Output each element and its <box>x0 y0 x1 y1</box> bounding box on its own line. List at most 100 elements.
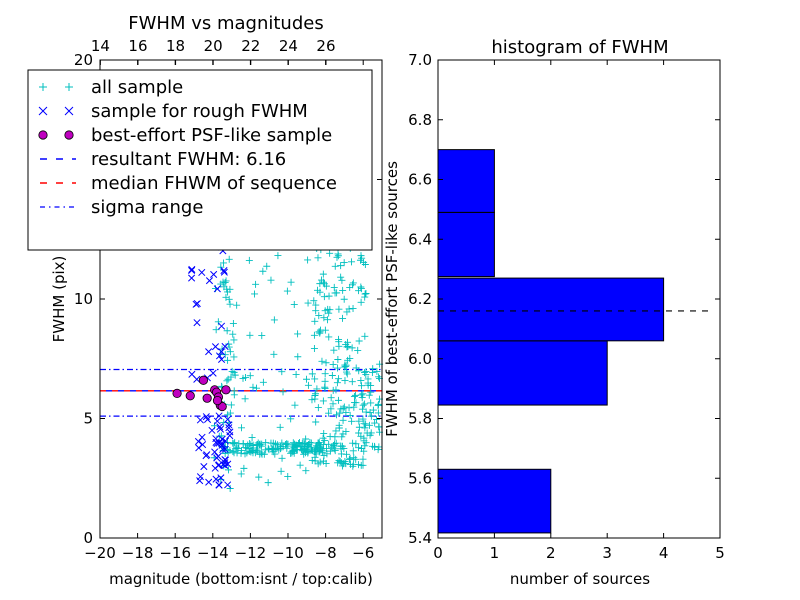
all-sample-point <box>375 373 383 381</box>
all-sample-point <box>214 318 222 326</box>
all-sample-point <box>334 250 342 258</box>
all-sample-point <box>225 340 233 348</box>
rough-sample-point <box>208 426 216 434</box>
legend-entries: all sample sample for rough FWHM best-effo… <box>38 77 337 218</box>
rough-sample-point <box>221 445 229 453</box>
legend-label: sigma range <box>91 197 203 218</box>
all-sample-point <box>230 353 238 361</box>
all-sample-point <box>303 375 311 383</box>
legend-label: sample for rough FWHM <box>91 101 308 122</box>
all-sample-point <box>328 443 336 451</box>
all-sample-point <box>356 256 364 264</box>
all-sample-point <box>212 326 220 334</box>
all-sample-point <box>333 379 341 387</box>
right-y-tick-label: 6.2 <box>408 290 432 308</box>
all-sample-point <box>226 485 234 493</box>
left-x-tick-label: −8 <box>315 544 337 562</box>
all-sample-point <box>224 466 232 474</box>
all-sample-point <box>337 262 345 270</box>
all-sample-point <box>331 262 339 270</box>
all-sample-point <box>274 441 282 449</box>
all-sample-point <box>287 278 295 286</box>
all-sample-point <box>327 394 335 402</box>
all-sample-point <box>334 356 342 364</box>
all-sample-point <box>252 280 260 288</box>
all-sample-point <box>310 345 318 353</box>
all-sample-point <box>343 368 351 376</box>
right-x-axis-label: number of sources <box>510 570 650 588</box>
left-x-tick-label: −6 <box>352 544 374 562</box>
left-top-tick-label: 22 <box>241 37 260 55</box>
rough-sample-point <box>217 322 226 330</box>
rough-sample-point <box>211 448 219 456</box>
rough-sample-point <box>220 266 228 275</box>
all-sample-point <box>335 457 343 465</box>
all-sample-point <box>349 447 357 455</box>
all-sample-point <box>314 404 322 412</box>
all-sample-point <box>230 391 238 399</box>
rough-sample-point <box>193 375 201 383</box>
all-sample-point <box>357 461 365 469</box>
rough-sample-point <box>221 342 229 350</box>
left-top-ticks: 14 16 18 20 22 24 26 <box>91 37 336 65</box>
all-sample-point <box>362 408 370 416</box>
all-sample-point <box>307 439 315 447</box>
all-sample-point <box>355 417 363 425</box>
all-sample-point <box>243 449 251 457</box>
all-sample-point <box>322 359 330 367</box>
all-sample-point <box>240 464 248 472</box>
all-sample-point <box>360 447 368 455</box>
right-chart-title: histogram of FWHM <box>491 37 668 58</box>
rough-sample-point <box>194 437 203 446</box>
all-sample-point <box>345 404 353 412</box>
all-sample-point <box>314 254 322 262</box>
all-sample-point <box>365 391 373 399</box>
all-sample-point <box>329 400 337 408</box>
all-sample-point <box>314 286 322 294</box>
all-sample-point <box>358 382 366 390</box>
all-sample-point <box>354 346 362 354</box>
legend-label: median FHWM of sequence <box>91 173 337 194</box>
all-sample-point <box>224 356 232 364</box>
all-sample-point <box>367 412 375 420</box>
all-sample-point <box>257 449 265 457</box>
legend-x-icon <box>38 106 48 116</box>
all-sample-point <box>267 276 275 284</box>
all-sample-point <box>278 454 286 462</box>
all-sample-point <box>321 370 329 378</box>
all-sample-point <box>229 447 237 455</box>
all-sample-point <box>361 424 369 432</box>
all-sample-point <box>369 365 377 373</box>
all-sample-point <box>349 304 357 312</box>
all-sample-point <box>253 384 261 392</box>
all-sample-point <box>355 429 363 437</box>
best-effort-sample-point <box>172 388 182 399</box>
rough-sample-point <box>213 417 221 425</box>
rough-sample-point <box>199 441 207 449</box>
all-sample-point <box>364 381 372 389</box>
all-sample-point <box>270 350 278 358</box>
rough-sample-point <box>203 415 212 423</box>
all-sample-point <box>340 259 348 267</box>
rough-sample-point <box>192 300 200 308</box>
rough-sample-point <box>198 268 206 277</box>
all-sample-point <box>249 441 257 449</box>
histogram-bar <box>437 149 495 213</box>
all-sample-point <box>348 281 356 289</box>
all-sample-point <box>333 253 341 261</box>
all-sample-point <box>367 388 375 396</box>
all-sample-point <box>258 332 266 340</box>
all-sample-point <box>320 293 328 301</box>
all-sample-point <box>358 405 366 413</box>
all-sample-point <box>362 289 370 297</box>
all-sample-point <box>278 439 286 447</box>
all-sample-point <box>226 300 234 308</box>
sigma-range-lines <box>100 368 382 417</box>
left-y-tick-label: 0 <box>83 529 93 547</box>
all-sample-point <box>346 460 354 468</box>
rough-sample-point <box>209 369 217 377</box>
all-sample-point <box>326 249 334 257</box>
rough-sample-point <box>196 416 204 424</box>
all-sample-point <box>304 448 312 456</box>
all-sample-point <box>225 343 233 351</box>
